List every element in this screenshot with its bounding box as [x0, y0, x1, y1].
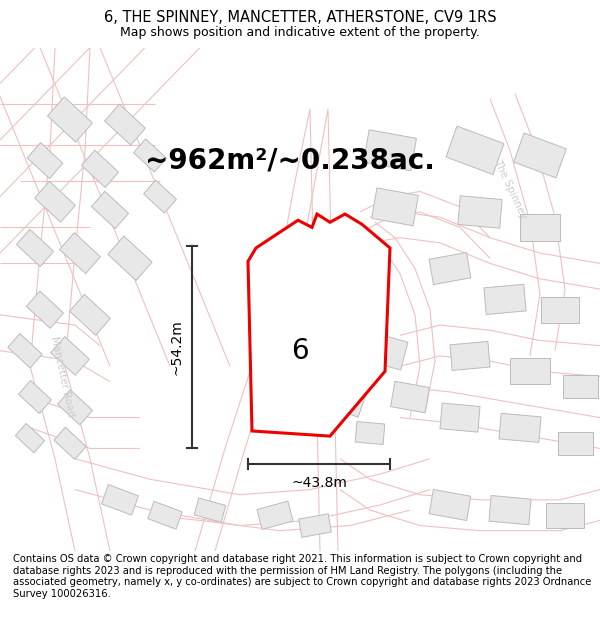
Text: Contains OS data © Crown copyright and database right 2021. This information is : Contains OS data © Crown copyright and d… — [13, 554, 592, 599]
Polygon shape — [47, 97, 92, 142]
Polygon shape — [362, 331, 408, 370]
Text: Mancetter Road: Mancetter Road — [49, 335, 76, 418]
Polygon shape — [134, 139, 166, 172]
Polygon shape — [51, 336, 89, 375]
Polygon shape — [27, 142, 63, 179]
Text: Harpers Lane: Harpers Lane — [262, 273, 299, 346]
Polygon shape — [143, 180, 176, 213]
Polygon shape — [35, 181, 76, 222]
Polygon shape — [299, 514, 331, 538]
Polygon shape — [546, 503, 584, 528]
Polygon shape — [557, 432, 593, 454]
Polygon shape — [372, 188, 418, 226]
Polygon shape — [91, 191, 128, 229]
Polygon shape — [58, 390, 92, 425]
Polygon shape — [101, 484, 139, 515]
Polygon shape — [355, 421, 385, 444]
Polygon shape — [59, 232, 100, 274]
Polygon shape — [70, 294, 110, 335]
Polygon shape — [108, 236, 152, 281]
Polygon shape — [484, 284, 526, 314]
Text: ~54.2m: ~54.2m — [169, 319, 183, 375]
Polygon shape — [429, 489, 471, 521]
Polygon shape — [489, 496, 531, 525]
Polygon shape — [499, 413, 541, 442]
Polygon shape — [16, 424, 44, 453]
Polygon shape — [148, 501, 182, 529]
Polygon shape — [510, 359, 550, 384]
Text: 6: 6 — [291, 337, 309, 365]
Polygon shape — [104, 104, 145, 145]
Text: ~43.8m: ~43.8m — [291, 476, 347, 490]
Polygon shape — [257, 501, 293, 529]
Polygon shape — [322, 377, 368, 418]
Text: 6, THE SPINNEY, MANCETTER, ATHERSTONE, CV9 1RS: 6, THE SPINNEY, MANCETTER, ATHERSTONE, C… — [104, 11, 496, 26]
Polygon shape — [446, 126, 504, 174]
Polygon shape — [16, 229, 53, 267]
Polygon shape — [520, 214, 560, 241]
Polygon shape — [391, 381, 430, 413]
Polygon shape — [514, 133, 566, 178]
Polygon shape — [450, 341, 490, 371]
Text: The Spinney: The Spinney — [492, 158, 528, 221]
Polygon shape — [194, 498, 226, 522]
Polygon shape — [440, 403, 480, 432]
Polygon shape — [26, 291, 64, 328]
Text: Map shows position and indicative extent of the property.: Map shows position and indicative extent… — [120, 26, 480, 39]
Polygon shape — [364, 130, 416, 171]
Polygon shape — [54, 427, 86, 459]
Polygon shape — [458, 196, 502, 228]
Polygon shape — [541, 297, 579, 322]
Polygon shape — [82, 150, 119, 188]
Polygon shape — [429, 253, 471, 284]
Polygon shape — [8, 334, 42, 368]
Polygon shape — [248, 214, 390, 436]
Polygon shape — [563, 376, 598, 398]
Polygon shape — [19, 381, 52, 414]
Polygon shape — [263, 332, 326, 390]
Text: ~962m²/~0.238ac.: ~962m²/~0.238ac. — [145, 147, 435, 174]
